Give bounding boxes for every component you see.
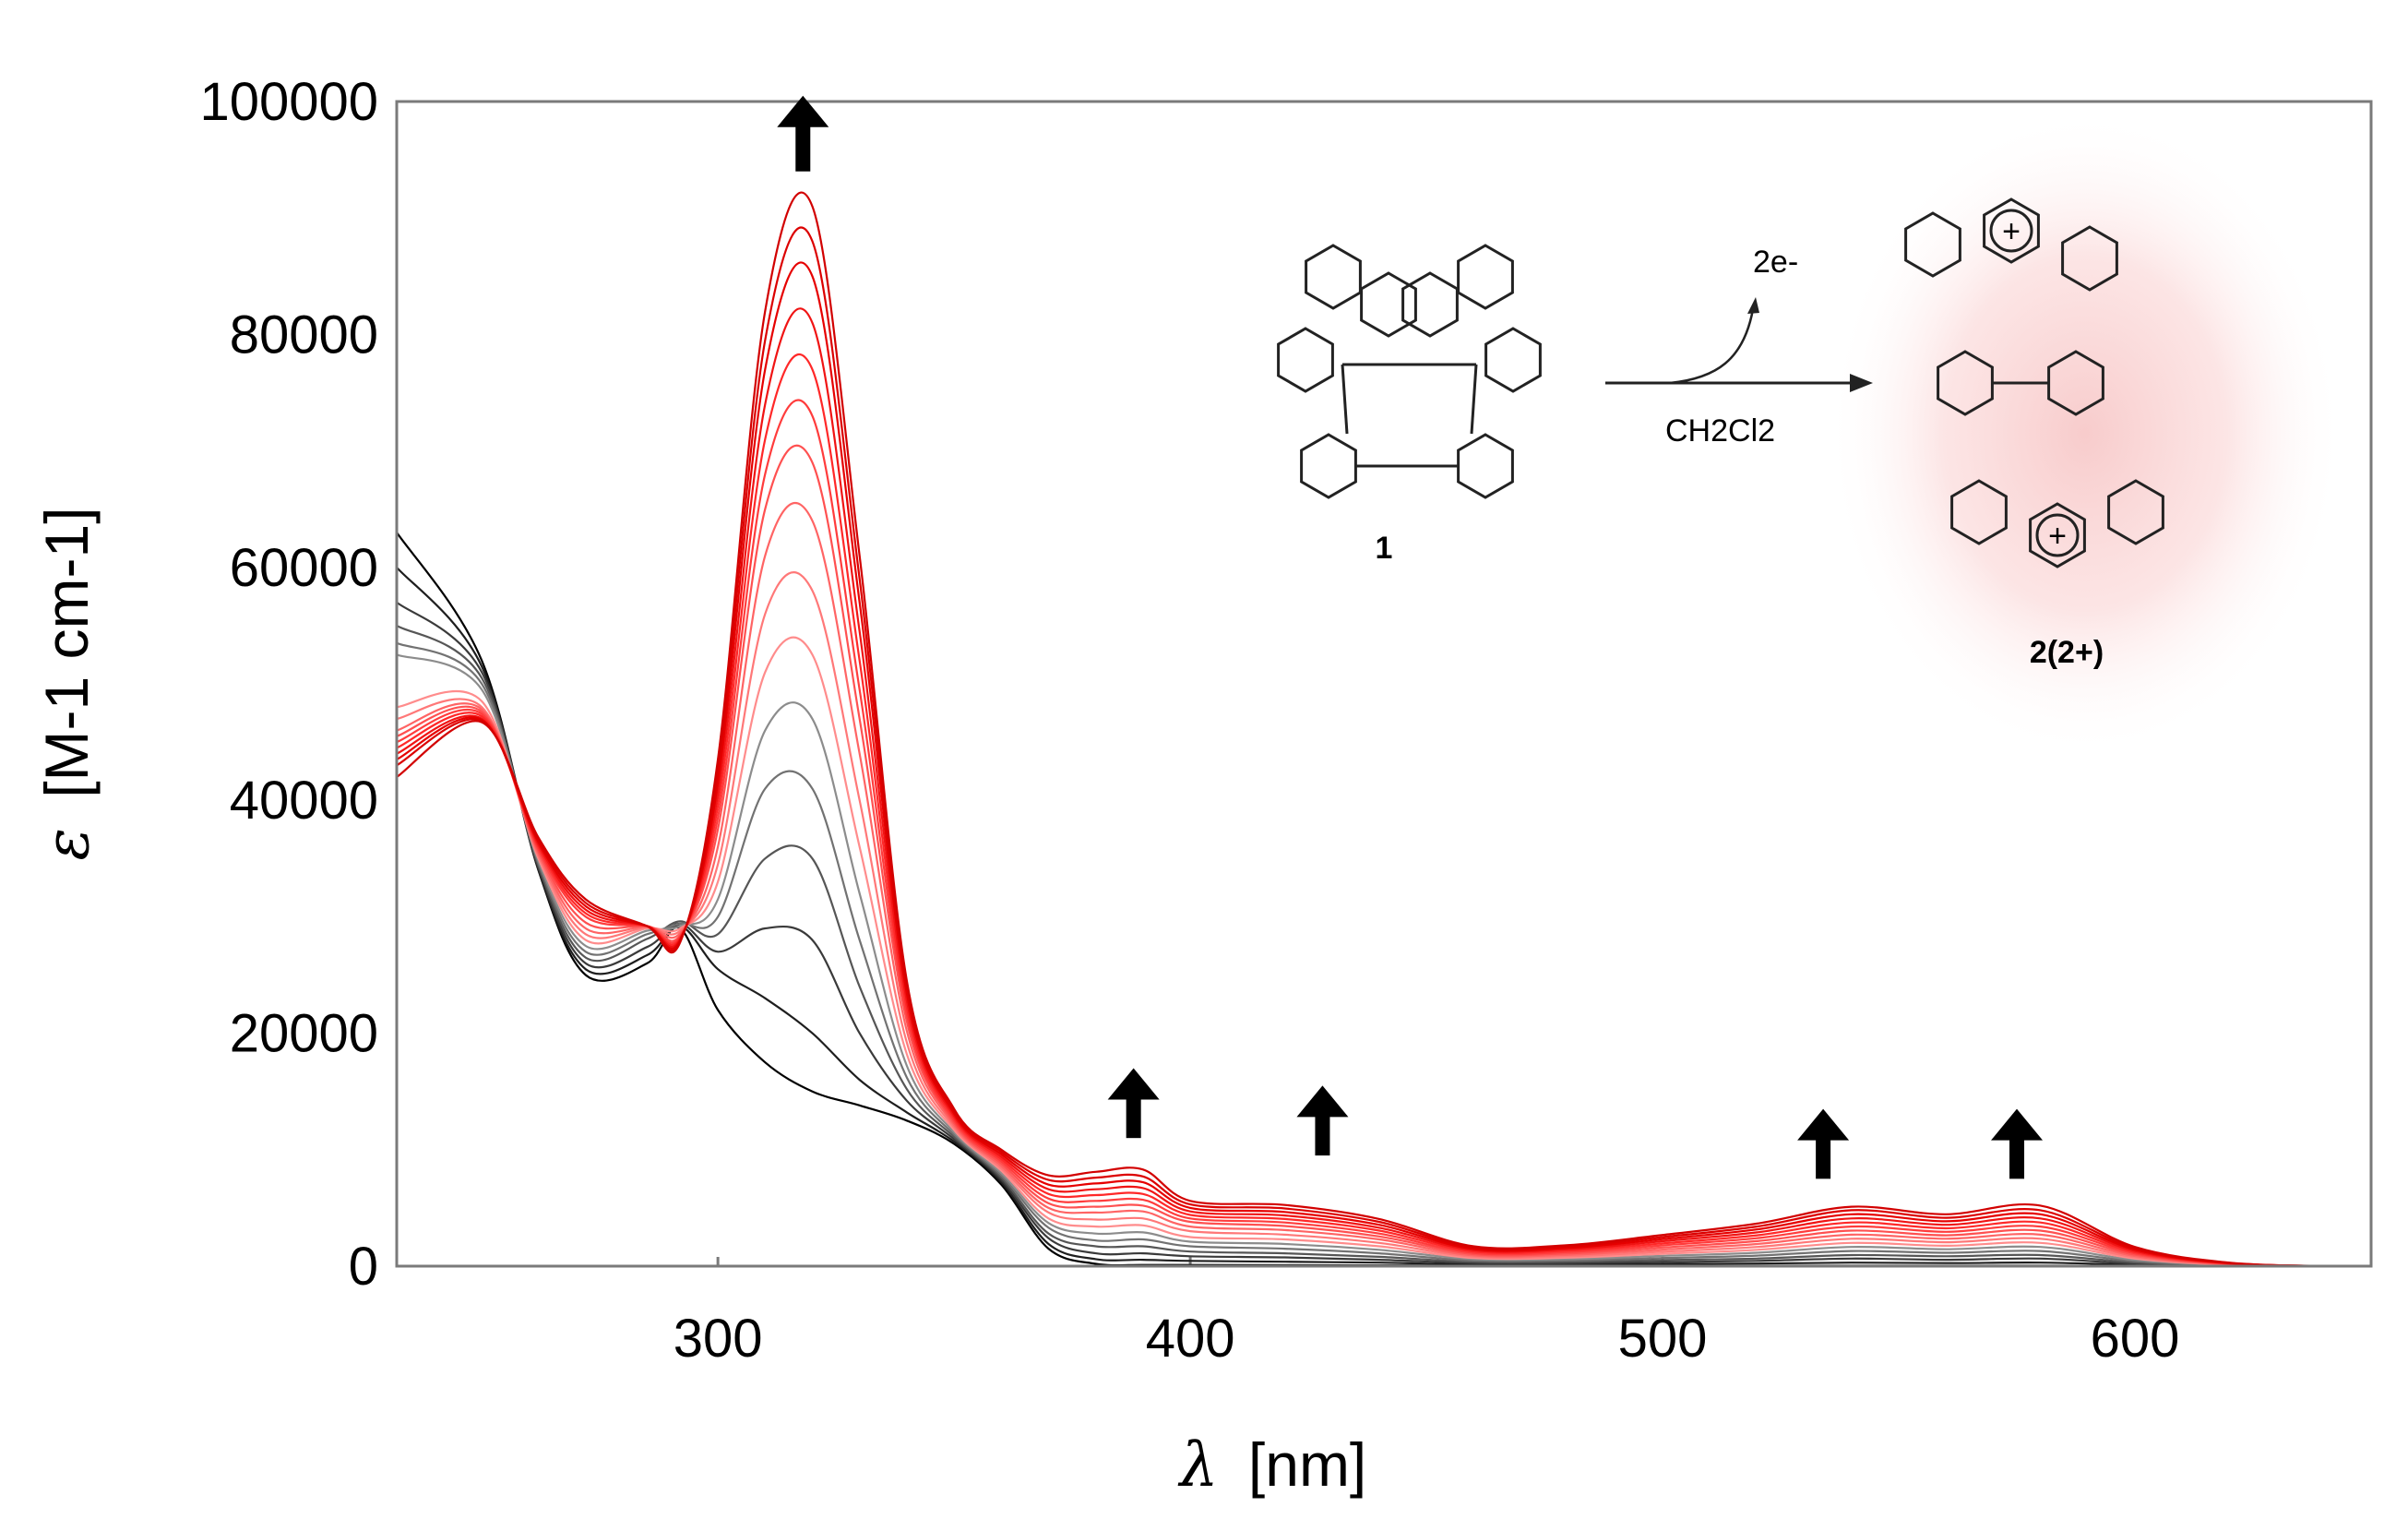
spectrum-line-9: [396, 502, 2372, 1268]
spectrum-line-6: [396, 653, 2372, 1268]
arrow-head: [1991, 1108, 2044, 1141]
spectrum-line-3: [396, 601, 2372, 1268]
arrow-head: [1797, 1108, 1850, 1141]
solvent-label: CH2Cl2: [1665, 413, 1775, 449]
x-tick-label: 400: [1146, 1309, 1235, 1369]
y-axis-symbol: ε: [31, 828, 102, 860]
arrow-head: [1107, 1068, 1160, 1100]
product-glow: [1827, 111, 2343, 757]
y-tick-label: 0: [349, 1237, 378, 1297]
arrow-shaft: [1315, 1113, 1330, 1156]
increase-arrows: [777, 95, 2044, 1179]
y-tick-label: 60000: [230, 538, 378, 598]
x-axis-ticks: 300 400 500 600: [674, 1257, 2180, 1369]
cation-plus-bottom: +: [2048, 519, 2067, 554]
svg-text:ε [M-1 cm-1]: ε [M-1 cm-1]: [31, 507, 102, 860]
arrow-shaft: [795, 123, 811, 172]
arrow-shaft: [2009, 1136, 2025, 1179]
arrow-head: [1296, 1085, 1349, 1118]
spectrum-line-5: [396, 641, 2372, 1268]
spectrum-line-7: [396, 636, 2372, 1268]
arrow-head: [777, 95, 829, 127]
spectrum-line-16: [396, 191, 2372, 1268]
reaction-scheme: 1 2e- CH2Cl2 + + 2(2+): [1277, 111, 2343, 757]
x-tick-label: 600: [2091, 1309, 2180, 1369]
y-tick-label: 80000: [230, 305, 378, 365]
x-axis-symbol: λ: [1177, 1429, 1219, 1501]
spectrum-line-8: [396, 571, 2372, 1268]
plot-frame: [395, 100, 2373, 1268]
y-tick-label: 100000: [199, 72, 378, 132]
spectra-series: [396, 191, 2372, 1268]
x-tick-label: 300: [674, 1309, 763, 1369]
arrow-shaft: [1816, 1136, 1831, 1179]
arrow-shaft: [1126, 1095, 1141, 1139]
y-axis-unit: [M-1 cm-1]: [32, 507, 101, 797]
product-label: 2(2+): [2030, 635, 2104, 670]
y-axis-title: ε [M-1 cm-1]: [31, 507, 102, 860]
reactant-label: 1: [1376, 531, 1393, 566]
reactant-structure: [1277, 244, 1542, 499]
electrons-label: 2e-: [1753, 245, 1798, 280]
x-tick-label: 500: [1618, 1309, 1708, 1369]
y-tick-label: 20000: [230, 1004, 378, 1064]
cation-plus-top: +: [2002, 214, 2021, 249]
y-tick-label: 40000: [230, 771, 378, 831]
product-structure: [1904, 197, 2164, 568]
svg-text:λ [nm]: λ [nm]: [1177, 1429, 1367, 1501]
x-axis-title: λ [nm]: [1177, 1429, 1367, 1501]
reaction-arrow: [1605, 297, 1873, 392]
x-axis-unit: [nm]: [1248, 1430, 1366, 1499]
spectrum-line-2: [396, 567, 2372, 1268]
y-axis-ticks: 0 20000 40000 60000 80000 100000: [199, 72, 378, 1297]
